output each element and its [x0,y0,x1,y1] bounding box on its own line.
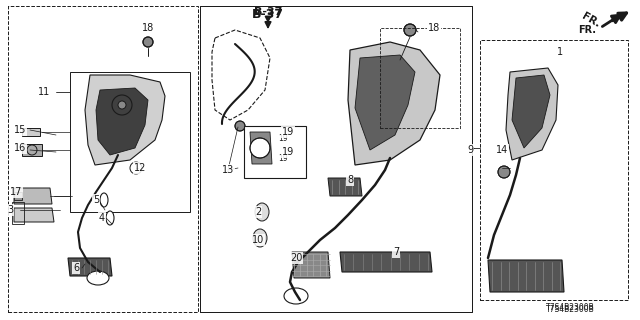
Text: 18: 18 [142,23,154,33]
Polygon shape [512,75,550,148]
Polygon shape [506,68,558,160]
Bar [380,28,460,128]
Text: B-37: B-37 [252,7,284,20]
Text: 16: 16 [14,143,26,153]
Polygon shape [22,128,40,136]
Polygon shape [292,252,330,278]
Ellipse shape [255,203,269,221]
Polygon shape [14,188,52,204]
Polygon shape [68,258,112,276]
Text: 6: 6 [73,263,79,273]
Polygon shape [328,178,362,196]
Text: 19: 19 [278,134,287,143]
Text: 2: 2 [255,207,261,217]
Text: 13: 13 [222,165,234,175]
Text: 19: 19 [278,154,287,163]
Text: 19: 19 [282,147,294,157]
Text: 7: 7 [393,247,399,257]
Text: 4: 4 [99,213,105,223]
Circle shape [404,24,416,36]
Ellipse shape [253,229,267,247]
Text: 15: 15 [14,125,26,135]
Polygon shape [85,75,165,165]
Ellipse shape [284,288,308,304]
Polygon shape [340,252,432,272]
Text: 12: 12 [134,163,146,173]
Bar [480,40,628,300]
Text: 11: 11 [38,87,50,97]
Ellipse shape [100,193,108,207]
Circle shape [118,101,126,109]
Text: T7S4B2300B: T7S4B2300B [546,306,595,315]
Polygon shape [14,208,54,222]
Text: 5: 5 [93,195,99,205]
Text: 8: 8 [347,175,353,185]
Bar [8,6,198,312]
Circle shape [143,37,153,47]
Polygon shape [22,144,42,156]
Polygon shape [250,132,272,164]
Bar [244,126,306,178]
Text: FR.: FR. [578,25,596,35]
Ellipse shape [106,211,114,225]
Bar [12,202,24,224]
Polygon shape [14,192,22,200]
Bar [200,6,472,312]
Text: 14: 14 [496,145,508,155]
Polygon shape [488,260,564,292]
Text: 10: 10 [252,235,264,245]
Polygon shape [96,88,148,155]
Text: T7S4B2300B: T7S4B2300B [546,303,595,313]
Polygon shape [348,42,440,165]
Text: 1: 1 [557,47,563,57]
Text: 17: 17 [10,187,22,197]
Ellipse shape [87,271,109,285]
Text: 18: 18 [428,23,440,33]
Text: 9: 9 [467,145,473,155]
Text: 20: 20 [290,253,302,263]
Circle shape [498,166,510,178]
Text: B-37: B-37 [254,7,282,17]
Circle shape [235,121,245,131]
Text: 3: 3 [7,205,13,215]
Circle shape [250,138,270,158]
Text: FR.: FR. [580,11,602,29]
Text: 19: 19 [282,127,294,137]
Bar [200,6,472,312]
Polygon shape [355,55,415,150]
Bar [70,72,190,212]
